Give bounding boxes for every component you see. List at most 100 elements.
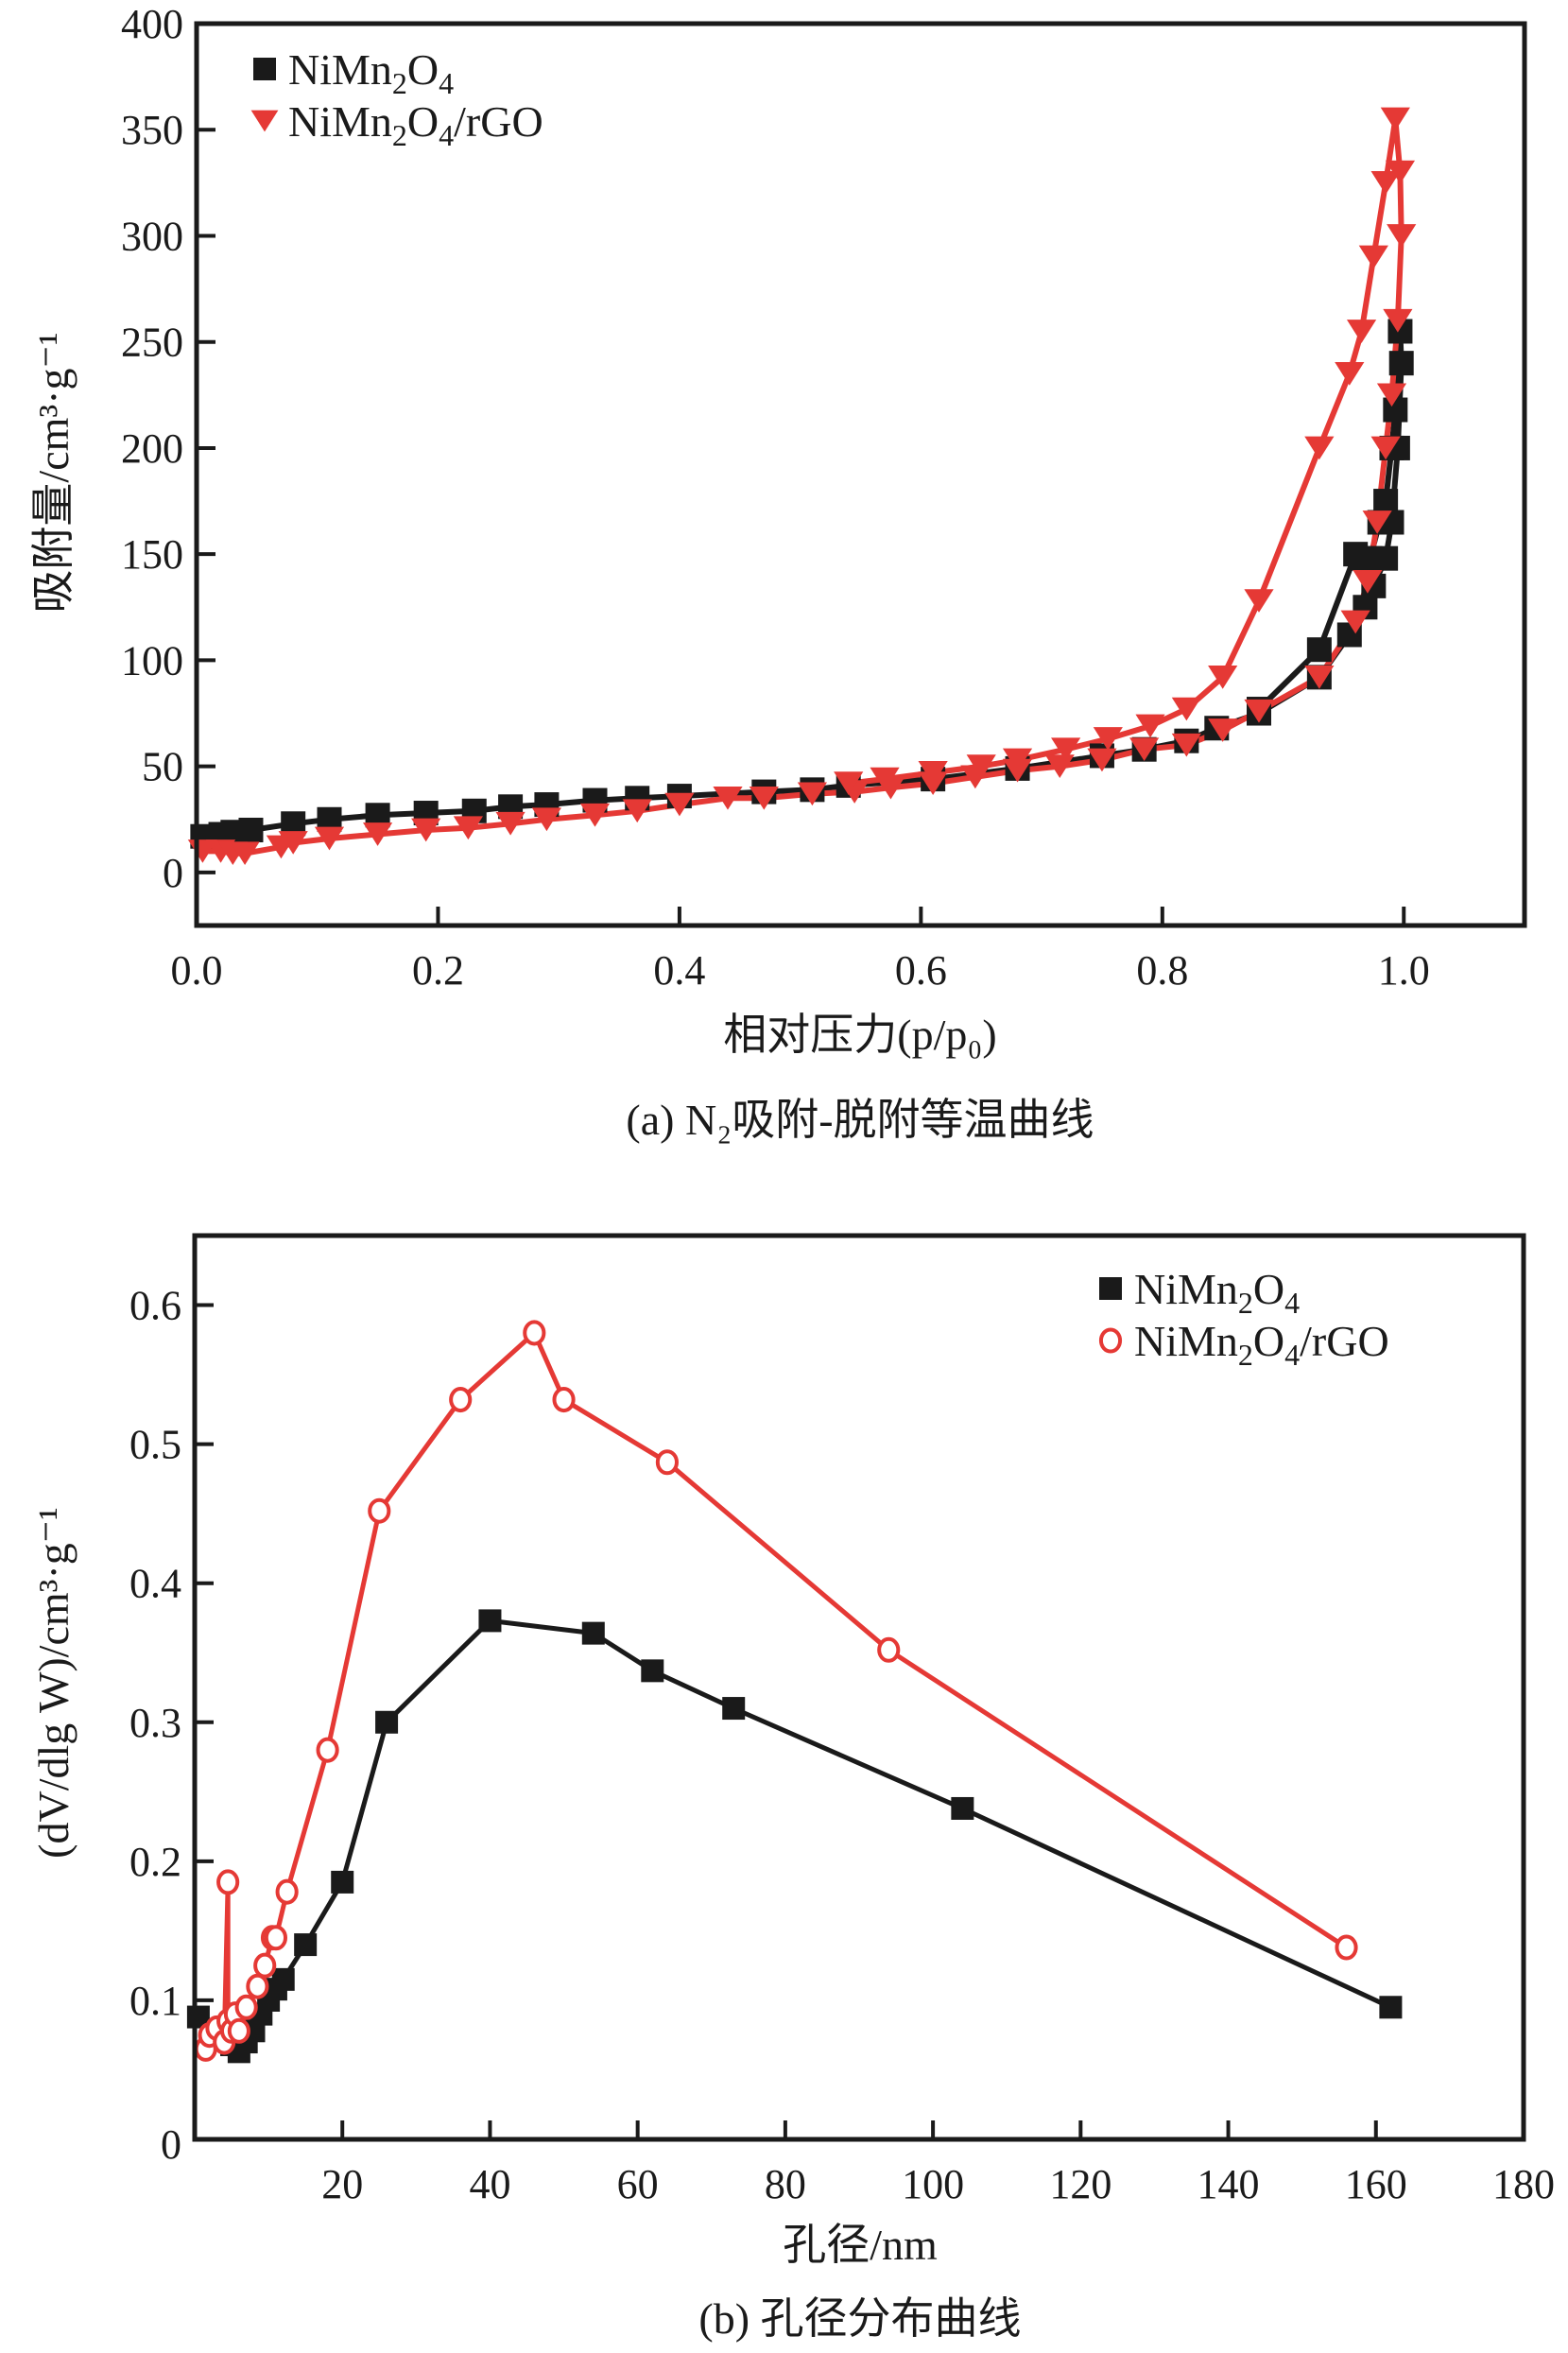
chart-b-xtick-label: 180 (1492, 2161, 1555, 2207)
chart-a-data-point (1244, 589, 1274, 613)
chart-a-data-point (579, 803, 611, 827)
chart-a-frame (194, 21, 1527, 928)
chart-b-data-point (877, 1636, 901, 1663)
chart-b-data-point (316, 1737, 339, 1763)
chart-b-data-point (581, 1621, 605, 1645)
chart-a-data-point (1373, 489, 1399, 514)
chart-b-xtick-label: 20 (321, 2161, 363, 2207)
chart-a-xtick-label: 1.0 (1378, 947, 1430, 994)
chart-a-caption: (a) N₂吸附-脱附等温曲线 (626, 1096, 1094, 1144)
chart-a-data-point (1340, 610, 1370, 634)
chart-b-xtick-label: 120 (1049, 2161, 1111, 2207)
chart-b-legend-marker-0 (1099, 1277, 1122, 1300)
chart-b-ytick-label: 0.5 (129, 1422, 181, 1468)
chart-a-data-point (362, 822, 393, 846)
chart-a-data-point (1304, 666, 1335, 689)
chart-a-xtick-label: 0.4 (653, 947, 705, 994)
chart-a-data-point (1385, 160, 1416, 184)
chart-b-data-point (552, 1387, 576, 1413)
chart-b-ytick-label: 0.4 (129, 1561, 181, 1607)
chart-b-xtick-label: 80 (765, 2161, 806, 2207)
chart-b-data-point (478, 1609, 502, 1633)
chart-b-data-point (951, 1796, 974, 1820)
chart-a-data-point (1383, 308, 1413, 333)
chart-a-data-point (1346, 320, 1377, 343)
chart-a-data-point (1087, 748, 1117, 772)
chart-a-legend-marker-1 (250, 110, 279, 132)
chart-a-data-point (713, 786, 743, 810)
chart-a-data-point (238, 817, 264, 842)
chart-b-data-point (264, 1925, 288, 1951)
chart-a-data-point (1051, 737, 1081, 762)
chart-a-data-point (1306, 637, 1332, 663)
chart-a-data-point (1304, 436, 1335, 460)
chart-b-xtick-label: 40 (469, 2161, 510, 2207)
chart-b-data-point (1379, 1996, 1403, 2019)
chart-b-xtick-label: 160 (1345, 2161, 1407, 2207)
chart-b-ytick-label: 0 (161, 2121, 181, 2168)
chart-b-data-point (722, 1697, 746, 1721)
chart-a-ytick-label: 150 (121, 531, 183, 578)
chart-b-data-point (234, 1994, 258, 2020)
chart-a-data-point (1370, 436, 1401, 460)
chart-a-data-point (622, 799, 652, 823)
chart-a-data-point (1353, 570, 1383, 594)
chart-b-data-point (641, 1659, 664, 1683)
chart-b-data-point (246, 1973, 269, 1999)
chart-a-ytick-label: 350 (121, 107, 183, 153)
chart-a-data-point (1362, 510, 1392, 534)
chart-a-data-point (1383, 397, 1408, 423)
chart-a-series-line-0 (202, 328, 1404, 839)
chart-a-data-point (531, 807, 562, 832)
chart-b-ytick-label: 0.1 (129, 1978, 181, 2024)
chart-a-ylabel: 吸附量/cm³·g⁻¹ (29, 332, 78, 613)
chart-a-data-point (1002, 748, 1033, 772)
chart-b-data-point (655, 1449, 679, 1476)
chart-b-series-line-0 (197, 1618, 1392, 2054)
chart-a-data-point (1358, 245, 1388, 269)
chart-b-ylabel: (dV/dlg W)/cm³·g⁻¹ (29, 1507, 78, 1859)
chart-b-data-point (331, 1870, 354, 1894)
chart-a-xtick-label: 0.8 (1136, 947, 1188, 994)
chart-b-data-point (271, 1967, 295, 1991)
chart-a-data-point (314, 826, 345, 851)
chart-a-data-point (1135, 714, 1165, 738)
chart-b-data-point (294, 1933, 318, 1957)
chart-a-data-point (1044, 754, 1075, 778)
chart-a-xlabel: 相对压力(p/p₀) (723, 1011, 996, 1059)
chart-a-data-point (1343, 542, 1369, 567)
chart-b-ytick-label: 0.6 (129, 1283, 181, 1329)
chart-a-data-point (495, 811, 526, 836)
chart-a-data-point (1171, 697, 1201, 721)
chart-a-ytick-label: 0 (163, 850, 183, 896)
chart-b-series-line-1 (203, 1330, 1348, 2050)
chart-b-data-point (216, 1869, 240, 1895)
chart-a-data-point (1129, 737, 1160, 762)
chart-a-ytick-label: 200 (121, 425, 183, 472)
chart-a-data-point (1244, 699, 1274, 723)
chart-a-xtick-label: 0.6 (895, 947, 947, 994)
chart-a-ytick-label: 400 (121, 1, 183, 47)
chart-b-data-point (227, 2017, 250, 2044)
chart-b-legend-label-0: NiMn2O4 (1134, 1265, 1300, 1320)
chart-a-data-point (749, 786, 779, 810)
chart-a-adsorption-isotherm: 0.0 0.2 0.4 0.6 0.8 1.0 0 50 100 150 200 250 300 350 4… (29, 1, 1527, 1144)
chart-a-ytick-label: 50 (142, 744, 183, 790)
chart-a-data-point (278, 831, 308, 855)
chart-b-data-point (275, 1878, 299, 1905)
chart-a-data-point (870, 767, 900, 791)
chart-a-data-point (411, 818, 441, 842)
chart-a-data-point (1335, 362, 1365, 386)
chart-a-data-point (1171, 733, 1201, 757)
chart-a-data-point (1370, 171, 1401, 195)
chart-a-legend-label-1: NiMn2O4/rGO (288, 97, 543, 152)
chart-a-legend-marker-0 (253, 58, 276, 80)
chart-b-ytick-label: 0.2 (129, 1839, 181, 1885)
chart-a-data-point (230, 841, 260, 866)
chart-b-xtick-label: 140 (1198, 2161, 1260, 2207)
chart-b-caption: (b) 孔径分布曲线 (698, 2294, 1021, 2343)
chart-b-legend-marker-1 (1098, 1327, 1123, 1354)
